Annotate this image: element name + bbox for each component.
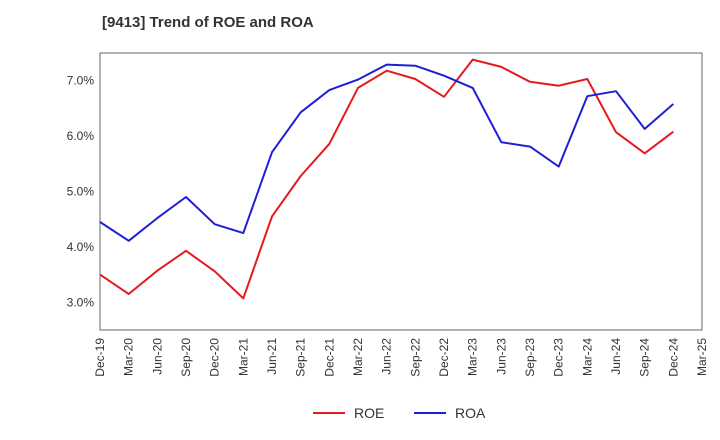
- y-tick-label: 6.0%: [67, 129, 95, 143]
- x-tick-label: Jun-24: [609, 338, 623, 375]
- x-tick-label: Jun-21: [265, 338, 279, 375]
- legend-label-roa: ROA: [455, 405, 486, 421]
- axes: [99, 52, 703, 331]
- x-tick-label: Mar-21: [236, 338, 250, 376]
- x-tick-label: Dec-22: [437, 338, 451, 377]
- x-tick-label: Jun-23: [494, 338, 508, 375]
- x-tick-label: Mar-20: [122, 338, 136, 376]
- chart-title: [9413] Trend of ROE and ROA: [102, 14, 314, 31]
- x-tick-label: Mar-23: [466, 338, 480, 376]
- y-tick-labels: 3.0% 4.0% 5.0% 6.0% 7.0%: [67, 74, 95, 310]
- legend-label-roe: ROE: [354, 405, 384, 421]
- series-lines: [99, 58, 674, 300]
- x-tick-label: Jun-22: [380, 338, 394, 375]
- x-tick-label: Dec-20: [208, 338, 222, 377]
- x-tick-label: Dec-24: [666, 338, 680, 377]
- x-tick-label: Sep-21: [294, 338, 308, 377]
- y-tick-label: 5.0%: [67, 185, 95, 199]
- x-tick-labels: Dec-19 Mar-20 Jun-20 Sep-20 Dec-20 Mar-21 Jun-…: [93, 338, 709, 377]
- y-tick-label: 4.0%: [67, 240, 95, 254]
- legend: ROE ROA: [313, 405, 486, 421]
- series-line-roe: [99, 58, 674, 300]
- x-tick-label: Mar-25: [695, 338, 709, 376]
- x-tick-label: Sep-20: [179, 338, 193, 377]
- x-tick-label: Sep-24: [638, 338, 652, 377]
- x-tick-label: Mar-22: [351, 338, 365, 376]
- x-tick-label: Sep-22: [408, 338, 422, 377]
- y-tick-label: 3.0%: [67, 295, 95, 309]
- x-tick-label: Dec-23: [552, 338, 566, 377]
- series-line-roa: [99, 63, 674, 242]
- x-tick-label: Sep-23: [523, 338, 537, 377]
- y-tick-label: 7.0%: [67, 74, 95, 88]
- plot-frame: [99, 52, 703, 331]
- x-tick-label: Dec-21: [322, 338, 336, 377]
- x-tick-label: Mar-24: [580, 338, 594, 376]
- x-tick-label: Dec-19: [93, 338, 107, 377]
- x-tick-label: Jun-20: [150, 338, 164, 375]
